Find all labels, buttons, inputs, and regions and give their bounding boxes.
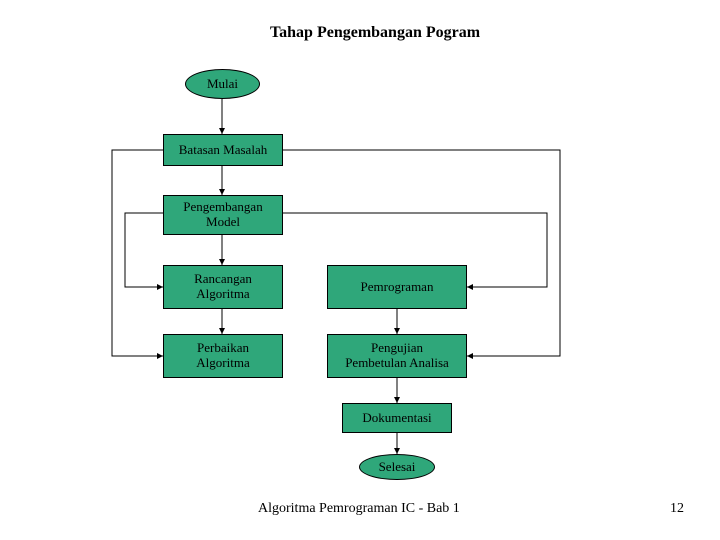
diagram-title: Tahap Pengembangan Pogram (225, 24, 525, 42)
edge-8 (125, 213, 163, 287)
node-perbaikan: PerbaikanAlgoritma (163, 334, 283, 378)
node-pengembangan: PengembanganModel (163, 195, 283, 235)
node-batasan: Batasan Masalah (163, 134, 283, 166)
node-rancangan: RancanganAlgoritma (163, 265, 283, 309)
footer-text: Algoritma Pemrograman IC - Bab 1 (258, 501, 460, 517)
node-pengujian: PengujianPembetulan Analisa (327, 334, 467, 378)
node-selesai: Selesai (359, 454, 435, 480)
edge-7 (112, 150, 163, 356)
page-number: 12 (670, 501, 684, 517)
node-mulai: Mulai (185, 69, 260, 99)
node-pemrograman: Pemrograman (327, 265, 467, 309)
node-dokumentasi: Dokumentasi (342, 403, 452, 433)
edge-9 (283, 150, 560, 356)
